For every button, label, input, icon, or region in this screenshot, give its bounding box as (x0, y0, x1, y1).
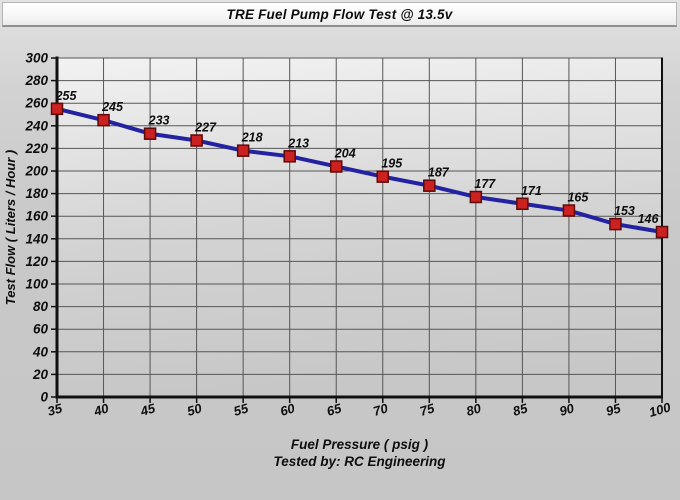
point-label: 255 (55, 89, 78, 103)
x-tick-label: 85 (511, 400, 530, 419)
x-tick-label: 60 (278, 400, 297, 419)
y-tick-label: 240 (24, 118, 48, 133)
data-point-marker (190, 134, 203, 147)
x-tick-label: 100 (647, 399, 673, 420)
point-label: 171 (521, 184, 542, 198)
data-point-marker (516, 197, 529, 211)
y-tick-label: 140 (25, 231, 48, 246)
point-label: 195 (381, 157, 403, 171)
x-tick-label: 80 (465, 400, 484, 419)
x-tick-label: 55 (232, 400, 251, 419)
point-label: 187 (428, 166, 450, 180)
point-label: 233 (148, 114, 170, 128)
y-tick-label: 260 (24, 96, 48, 111)
x-tick-label: 45 (138, 400, 158, 419)
data-point-marker (609, 217, 622, 231)
y-tick-label: 60 (33, 322, 49, 337)
x-tick-label: 90 (558, 400, 577, 419)
point-label: 146 (638, 212, 660, 226)
data-point-marker (283, 150, 296, 163)
chart-title: TRE Fuel Pump Flow Test @ 13.5v (226, 6, 453, 22)
x-tick-label: 50 (185, 400, 204, 419)
data-point-marker (469, 190, 483, 204)
x-tick-label: 95 (604, 400, 623, 419)
data-point-marker (376, 170, 390, 183)
data-point-marker (562, 204, 576, 217)
x-tick-label: 65 (325, 400, 344, 419)
data-point-marker (97, 113, 110, 127)
x-tick-label: 70 (372, 400, 391, 419)
y-tick-label: 20 (32, 367, 49, 382)
point-label: 218 (241, 131, 263, 145)
y-tick-label: 220 (24, 141, 48, 156)
data-point-marker (423, 179, 436, 192)
x-tick-label: 40 (91, 400, 111, 419)
y-tick-label: 300 (25, 51, 48, 66)
y-tick-label: 180 (25, 186, 48, 201)
point-label: 153 (614, 204, 635, 218)
plot-background (57, 58, 662, 397)
x-tick-label: 35 (46, 400, 65, 419)
point-label: 204 (334, 146, 356, 160)
y-tick-label: 120 (25, 254, 48, 269)
point-label: 177 (474, 177, 496, 191)
point-label: 165 (567, 191, 589, 205)
data-point-marker (329, 160, 343, 173)
y-tick-label: 200 (24, 164, 48, 179)
x-axis-title: Fuel Pressure ( psig ) (291, 437, 429, 452)
y-tick-label: 0 (40, 390, 48, 405)
y-tick-label: 280 (24, 73, 48, 88)
point-label: 245 (101, 100, 124, 114)
data-point-marker (50, 102, 64, 116)
chart-title-bar: TRE Fuel Pump Flow Test @ 13.5v (2, 2, 677, 27)
x-tick-label: 75 (418, 400, 437, 419)
y-axis-title: Test Flow ( Liters / Hour ) (3, 150, 18, 306)
data-point-marker (143, 127, 157, 140)
flow-series-line (55, 106, 664, 235)
y-tick-label: 80 (33, 299, 49, 314)
y-tick-label: 100 (25, 277, 48, 292)
point-label: 227 (194, 120, 217, 134)
data-point-marker (655, 225, 669, 239)
data-point-marker (236, 144, 250, 157)
y-tick-label: 40 (32, 344, 49, 359)
y-tick-label: 160 (25, 209, 48, 224)
point-label: 213 (287, 136, 309, 150)
tested-by-footer: Tested by: RC Engineering (273, 454, 446, 469)
